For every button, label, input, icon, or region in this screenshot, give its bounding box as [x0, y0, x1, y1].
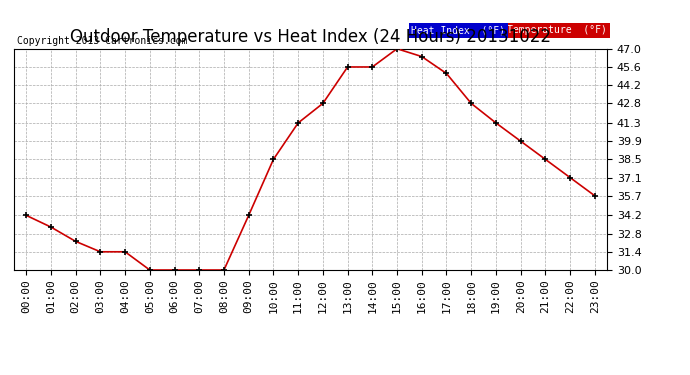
Text: Copyright 2013 Cartronics.com: Copyright 2013 Cartronics.com [17, 36, 188, 46]
Text: Heat Index  (°F): Heat Index (°F) [411, 26, 505, 36]
Text: Temperature  (°F): Temperature (°F) [507, 26, 607, 36]
Title: Outdoor Temperature vs Heat Index (24 Hours) 20131022: Outdoor Temperature vs Heat Index (24 Ho… [70, 28, 551, 46]
